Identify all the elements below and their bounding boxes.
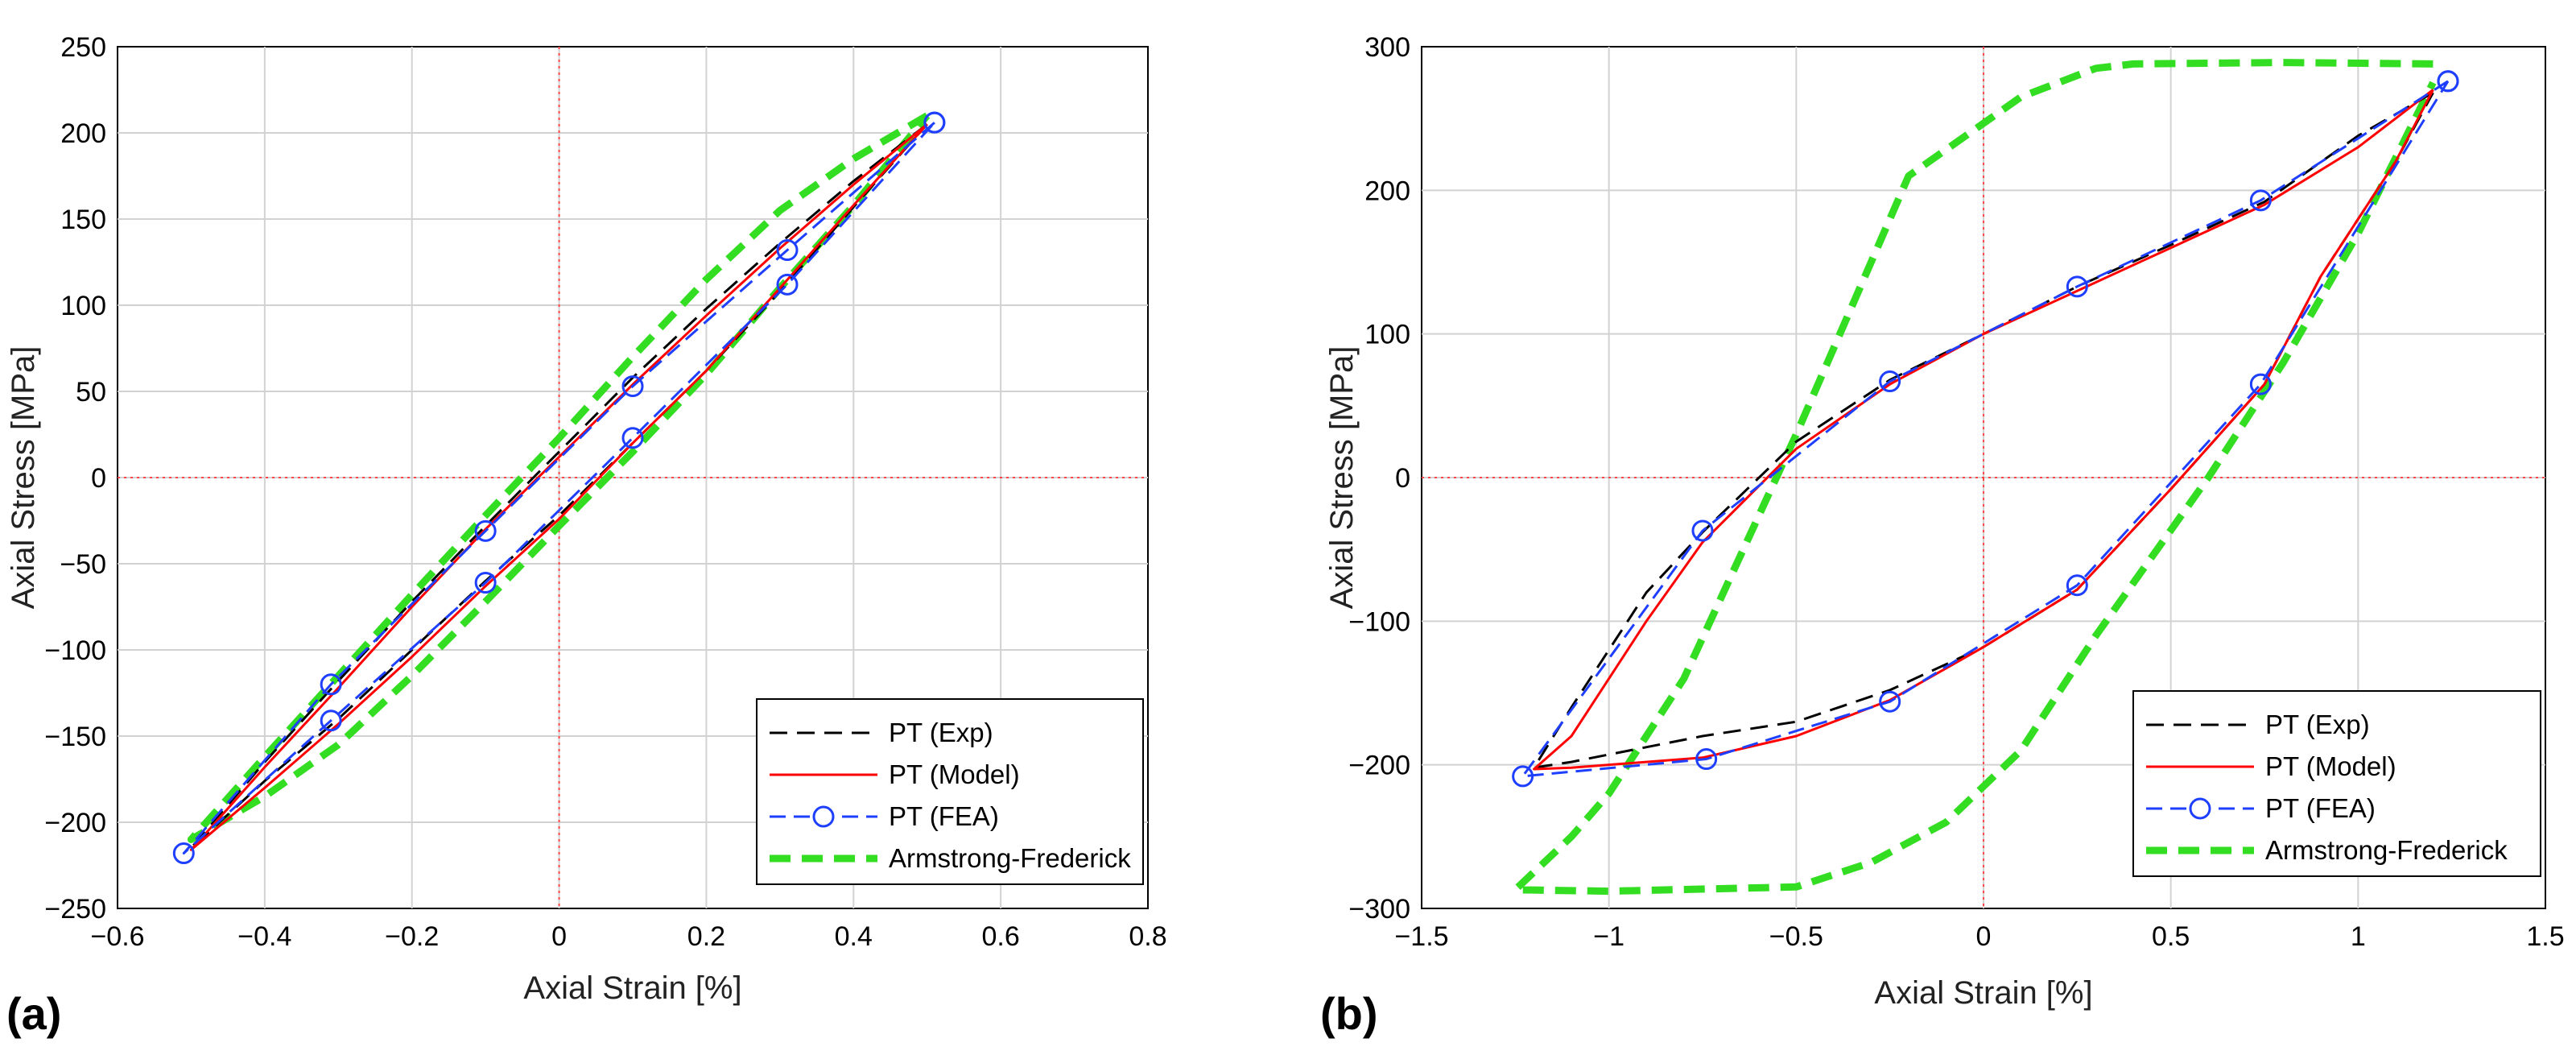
fea-marker [1879, 370, 1901, 393]
fea-marker [2066, 574, 2088, 597]
fea-marker [776, 273, 799, 296]
y-tick-label: 250 [60, 32, 106, 63]
x-tick-label: 0.5 [2152, 921, 2190, 952]
fea-marker [474, 572, 497, 594]
y-tick-label: 200 [60, 118, 106, 149]
fea-marker [621, 427, 644, 449]
zero-reference-lines-b [1422, 47, 2545, 908]
chart-panel-a: −0.6 −0.4 −0.2 0 0.2 0.4 0.6 0.8 −250 −200 −150 −1… [6, 32, 1167, 1039]
fea-marker [923, 111, 946, 134]
series-group-a [172, 111, 946, 865]
y-tick-label: 100 [60, 291, 106, 321]
series-line-armstrong-frederick [187, 112, 931, 843]
y-axis-label-b: Axial Stress [MPa] [1324, 346, 1360, 610]
legend-label: Armstrong-Frederick [2265, 835, 2508, 865]
fea-marker [474, 519, 497, 542]
series-line-pt-model- [189, 123, 928, 851]
x-tick-label: 0.2 [687, 921, 725, 952]
legend-label: PT (Model) [2265, 751, 2396, 781]
x-tick-label: 0.6 [982, 921, 1020, 952]
y-tick-label: −50 [60, 549, 106, 580]
y-tick-label: 0 [91, 463, 106, 494]
y-tick-labels-b: −300 −200 −100 0 100 200 300 [1348, 32, 1410, 925]
x-axis-label-b: Axial Strain [%] [1874, 975, 2092, 1011]
fea-marker [1879, 690, 1901, 713]
x-tick-label: −0.4 [237, 921, 291, 952]
y-tick-label: 150 [60, 205, 106, 235]
fea-marker [320, 673, 342, 696]
chart-panel-b: −1.5 −1 −0.5 0 0.5 1 1.5 −300 −200 −100 0 100 200 30… [1320, 32, 2565, 1039]
fea-marker [2437, 70, 2459, 93]
legend-label: PT (Exp) [2265, 710, 2370, 739]
panel-label-b: (b) [1320, 988, 1378, 1039]
fea-marker [1691, 519, 1714, 542]
fea-marker [776, 239, 799, 262]
x-tick-label: 1 [2351, 921, 2366, 952]
x-tick-label: 0 [1976, 921, 1992, 952]
legend-label: PT (FEA) [889, 801, 999, 831]
fea-marker [2249, 189, 2272, 212]
fea-marker [1512, 765, 1534, 788]
fea-marker [621, 375, 644, 398]
series-group-b [1511, 59, 2459, 896]
series-line-pt-fea- [1521, 80, 2450, 778]
fea-marker [2249, 373, 2272, 395]
legend-label: PT (FEA) [2265, 793, 2376, 823]
zero-reference-lines-a [118, 47, 1148, 908]
x-tick-label: −1 [1593, 921, 1624, 952]
x-tick-labels-a: −0.6 −0.4 −0.2 0 0.2 0.4 0.6 0.8 [90, 921, 1166, 952]
series-line-pt-model- [1533, 89, 2434, 771]
y-tick-label: −200 [1348, 751, 1410, 781]
fea-marker [320, 710, 342, 732]
legend-marker [812, 805, 835, 828]
panel-label-a: (a) [6, 988, 61, 1039]
legend-a: PT (Exp) PT (Model) PT (FEA) Armstrong-Fred… [756, 698, 1144, 885]
legend-box-a [756, 698, 1144, 885]
fea-marker [2066, 275, 2088, 298]
y-tick-label: 50 [76, 377, 106, 408]
y-tick-label: 300 [1364, 32, 1410, 63]
x-tick-label: −0.5 [1769, 921, 1823, 952]
legend-box-b [2132, 690, 2541, 877]
y-tick-label: −100 [1348, 606, 1410, 637]
x-tick-label: 0.8 [1129, 921, 1166, 952]
series-line-armstrong-frederick [1511, 59, 2437, 896]
x-tick-label: 1.5 [2526, 921, 2564, 952]
y-tick-label: −300 [1348, 894, 1410, 925]
y-axis-label-a: Axial Stress [MPa] [6, 346, 41, 610]
x-axis-label-a: Axial Strain [%] [523, 970, 741, 1006]
y-tick-label: −100 [44, 635, 106, 666]
fea-marker [172, 842, 195, 865]
x-tick-labels-b: −1.5 −1 −0.5 0 0.5 1 1.5 [1394, 921, 2564, 952]
legend-label: PT (Model) [889, 759, 1020, 789]
legend-b: PT (Exp) PT (Model) PT (FEA) Armstrong-Fred… [2132, 690, 2541, 877]
x-tick-label: −0.2 [385, 921, 439, 952]
y-tick-label: 100 [1364, 320, 1410, 350]
y-tick-label: −150 [44, 722, 106, 752]
x-tick-label: 0 [551, 921, 567, 952]
x-tick-label: −1.5 [1394, 921, 1448, 952]
fea-marker [1695, 748, 1718, 771]
y-tick-label: −250 [44, 894, 106, 925]
legend-label: Armstrong-Frederick [889, 843, 1131, 873]
y-tick-label: −200 [44, 808, 106, 838]
x-tick-label: 0.4 [835, 921, 873, 952]
legend-label: PT (Exp) [889, 718, 993, 747]
y-tick-label: 0 [1395, 463, 1410, 494]
y-tick-labels-a: −250 −200 −150 −100 −50 0 50 100 150 200 250 [44, 32, 106, 925]
x-tick-label: −0.6 [90, 921, 144, 952]
series-line-pt-fea- [182, 122, 936, 854]
legend-marker [2189, 797, 2211, 820]
y-tick-label: 200 [1364, 176, 1410, 206]
